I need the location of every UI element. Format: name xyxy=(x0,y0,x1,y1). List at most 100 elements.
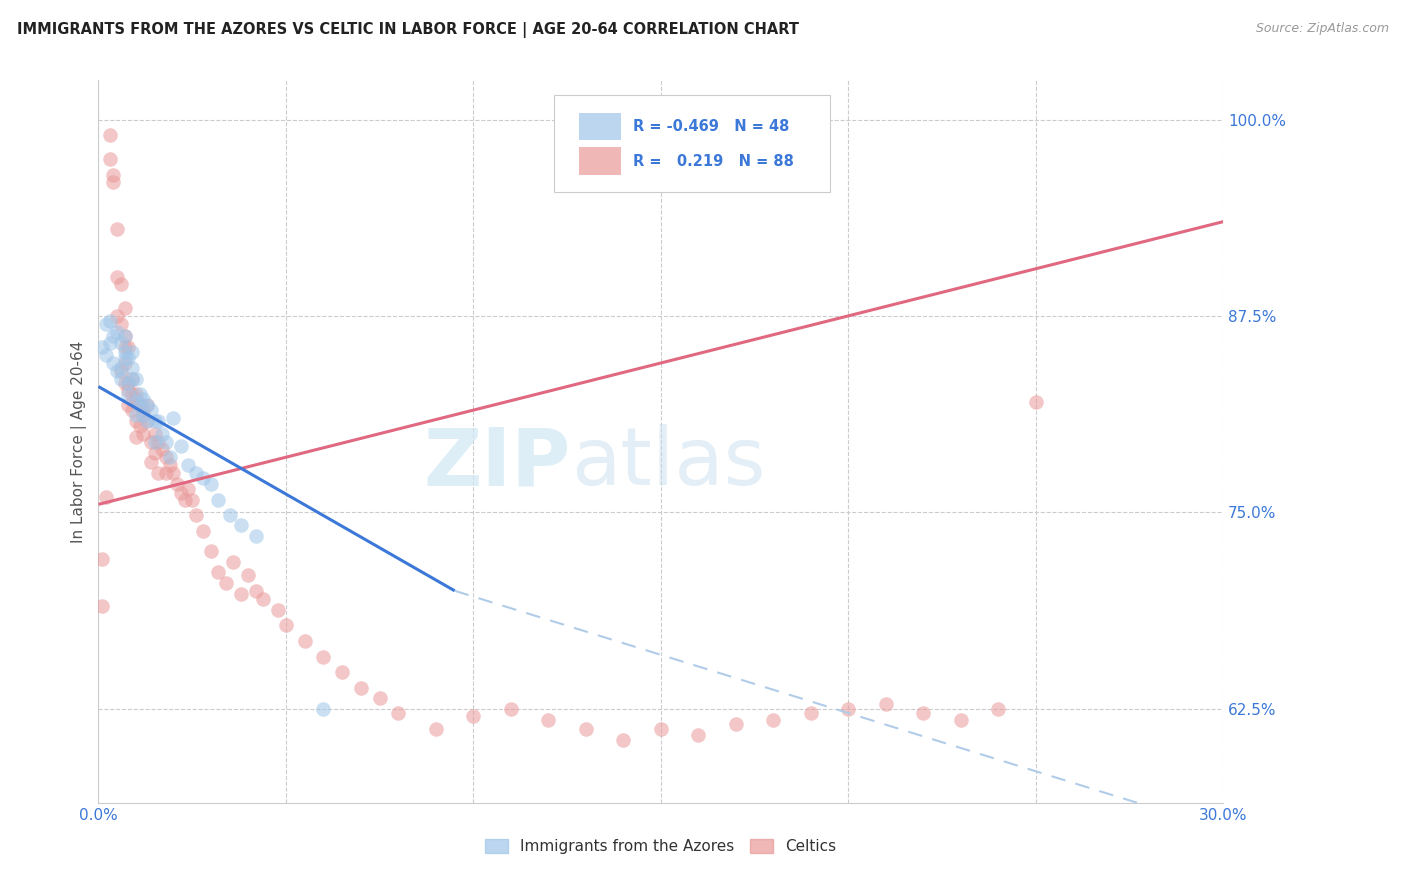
Point xyxy=(121,372,143,386)
Point xyxy=(159,450,181,465)
Point xyxy=(155,466,177,480)
Point xyxy=(612,733,634,747)
Point xyxy=(91,599,114,614)
Point xyxy=(987,701,1010,715)
Point xyxy=(143,445,166,459)
Point xyxy=(229,517,252,532)
Point xyxy=(193,524,215,538)
Point xyxy=(139,434,162,449)
Point xyxy=(463,709,485,723)
Point xyxy=(103,356,125,370)
Point xyxy=(330,665,353,680)
Point xyxy=(128,398,150,412)
Point xyxy=(110,317,132,331)
Point xyxy=(222,556,245,570)
Point xyxy=(128,398,150,412)
Point xyxy=(91,552,114,566)
Point xyxy=(125,430,148,444)
Point xyxy=(184,508,207,523)
Point xyxy=(132,426,155,441)
Point xyxy=(105,364,128,378)
Point xyxy=(1025,395,1047,409)
Point xyxy=(105,309,128,323)
Point xyxy=(425,722,447,736)
Text: Source: ZipAtlas.com: Source: ZipAtlas.com xyxy=(1256,22,1389,36)
Y-axis label: In Labor Force | Age 20-64: In Labor Force | Age 20-64 xyxy=(72,341,87,542)
Point xyxy=(537,713,560,727)
Point xyxy=(114,376,136,391)
Point xyxy=(162,466,184,480)
Point xyxy=(229,587,252,601)
Point xyxy=(150,426,173,441)
Point xyxy=(117,376,139,391)
Point xyxy=(132,408,155,422)
Point xyxy=(110,277,132,292)
Point xyxy=(177,458,200,472)
Point xyxy=(312,649,335,664)
Point xyxy=(117,376,139,391)
Point xyxy=(125,414,148,428)
Point xyxy=(312,701,335,715)
Point xyxy=(110,335,132,350)
Point xyxy=(125,408,148,422)
Point xyxy=(148,414,170,428)
Point xyxy=(136,398,159,412)
Point xyxy=(98,152,121,166)
Point xyxy=(117,351,139,366)
Point xyxy=(143,414,166,428)
Point xyxy=(132,403,155,417)
Point xyxy=(245,583,267,598)
Point xyxy=(207,492,229,507)
Point xyxy=(155,434,177,449)
Point xyxy=(368,690,391,705)
Point xyxy=(125,372,148,386)
Point xyxy=(91,340,114,354)
Point xyxy=(252,591,274,606)
Point xyxy=(170,486,193,500)
Point xyxy=(139,455,162,469)
Point xyxy=(105,269,128,284)
Point xyxy=(125,392,148,406)
Point xyxy=(837,701,859,715)
Point xyxy=(267,602,290,616)
Point xyxy=(215,575,238,590)
Point xyxy=(121,387,143,401)
Point xyxy=(170,439,193,453)
Legend: Immigrants from the Azores, Celtics: Immigrants from the Azores, Celtics xyxy=(479,832,842,860)
Point xyxy=(177,482,200,496)
Point xyxy=(136,398,159,412)
Point xyxy=(121,360,143,375)
Point xyxy=(98,128,121,143)
Point xyxy=(125,395,148,409)
Point xyxy=(245,529,267,543)
Point xyxy=(114,351,136,366)
Point xyxy=(128,398,150,412)
Point xyxy=(294,634,316,648)
Point xyxy=(200,544,222,558)
Point xyxy=(98,335,121,350)
Point xyxy=(117,387,139,401)
Point xyxy=(139,403,162,417)
Point xyxy=(912,706,935,721)
Point xyxy=(650,722,672,736)
Point xyxy=(132,408,155,422)
Point xyxy=(387,706,409,721)
Point xyxy=(762,713,785,727)
Point xyxy=(136,414,159,428)
Point xyxy=(117,340,139,354)
Point xyxy=(110,360,132,375)
Point xyxy=(143,434,166,449)
Point xyxy=(136,414,159,428)
Point xyxy=(121,403,143,417)
Point xyxy=(274,618,297,632)
Point xyxy=(238,568,260,582)
Point xyxy=(875,697,897,711)
Point xyxy=(184,466,207,480)
Point xyxy=(114,340,136,354)
Point xyxy=(218,508,240,523)
Point xyxy=(110,372,132,386)
Point xyxy=(724,717,747,731)
Point xyxy=(800,706,823,721)
Point xyxy=(114,301,136,315)
Point xyxy=(114,329,136,343)
